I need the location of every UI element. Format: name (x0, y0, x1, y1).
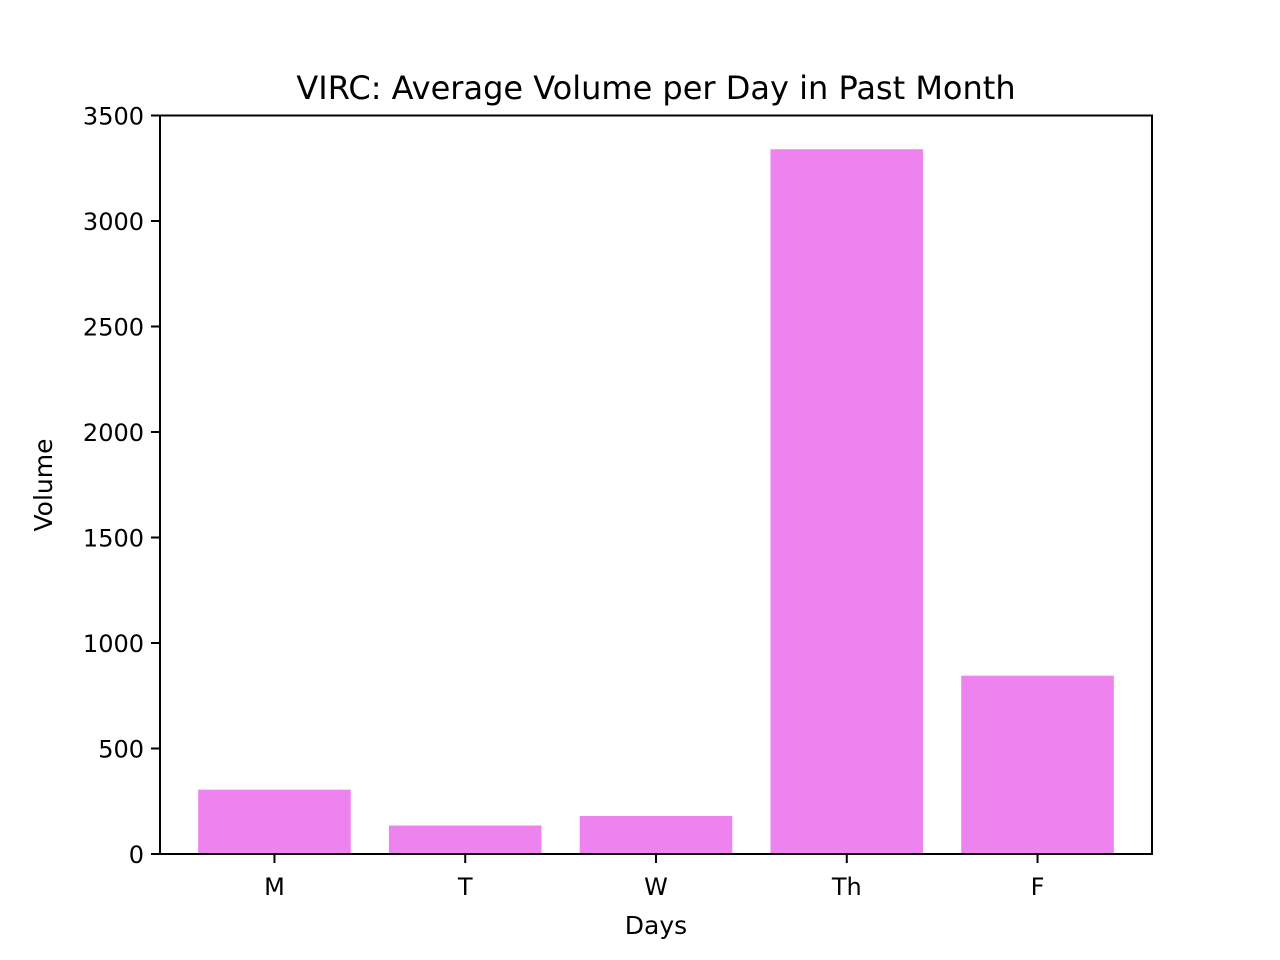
bar-f (961, 676, 1114, 854)
bars-layer (198, 149, 1114, 854)
x-tick-label-t: T (457, 873, 473, 901)
y-tick-label: 2500 (83, 314, 144, 342)
bar-w (580, 816, 733, 854)
x-tick-label-w: W (644, 873, 668, 901)
y-tick-label: 0 (129, 841, 144, 869)
y-axis-label: Volume (29, 439, 58, 532)
x-axis-label: Days (625, 911, 687, 940)
x-tick-label-f: F (1031, 873, 1045, 901)
bar-th (770, 149, 923, 854)
bar-m (198, 790, 351, 854)
y-tick-label: 1000 (83, 630, 144, 658)
chart-title: VIRC: Average Volume per Day in Past Mon… (296, 69, 1015, 107)
bar-t (389, 826, 542, 854)
y-tick-label: 3000 (83, 208, 144, 236)
y-tick-label: 3500 (83, 103, 144, 131)
y-axis-ticks: 0 500 1000 1500 2000 2500 3000 3500 (83, 103, 160, 870)
y-tick-label: 500 (98, 736, 144, 764)
x-axis-ticks: M T W Th F (264, 854, 1044, 901)
y-tick-label: 2000 (83, 419, 144, 447)
y-tick-label: 1500 (83, 525, 144, 553)
x-tick-label-th: Th (831, 873, 862, 901)
x-tick-label-m: M (264, 873, 285, 901)
